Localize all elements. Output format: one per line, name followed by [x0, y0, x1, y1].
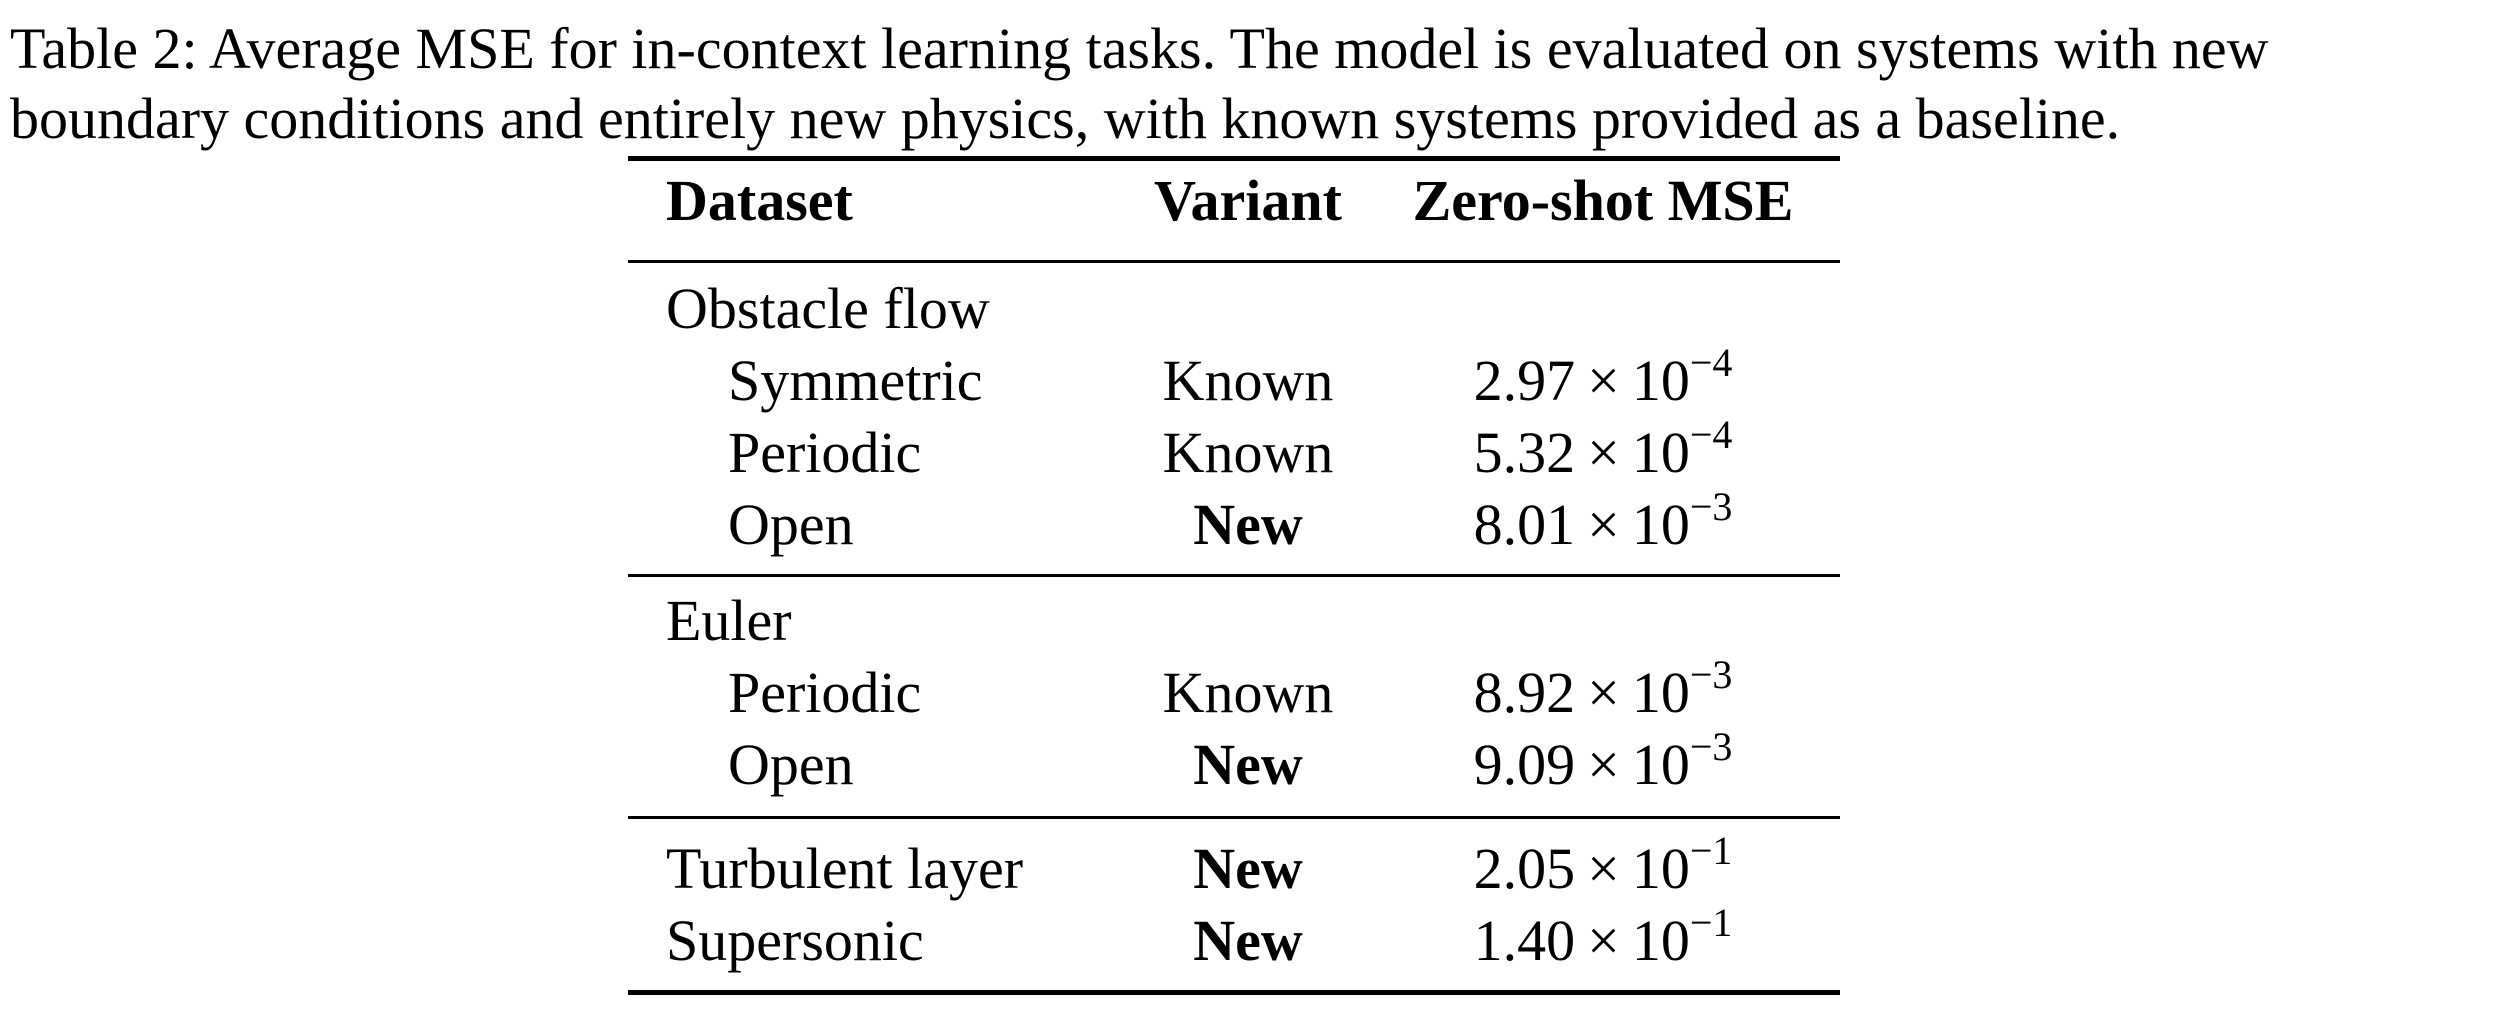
row-mse: 9.09 × 10−3 [1396, 724, 1810, 806]
bottom-rule [628, 990, 1840, 995]
row-dataset: Periodic [728, 660, 922, 725]
group-title-euler: Euler [666, 588, 792, 653]
group-rule [628, 574, 1840, 577]
mse-exponent: −4 [1689, 340, 1733, 385]
row-dataset: Periodic [728, 420, 922, 485]
group-rule [628, 816, 1840, 819]
row-dataset: Turbulent layer [666, 836, 1024, 901]
row-variant: Known [1162, 348, 1334, 413]
row-variant: New [1193, 836, 1303, 901]
row-mse: 1.40 × 10−1 [1396, 900, 1810, 982]
header-dataset: Dataset [666, 168, 853, 233]
mse-base: 10 [1631, 660, 1690, 725]
mse-base: 10 [1631, 908, 1690, 973]
row-mse: 2.97 × 10−4 [1396, 340, 1810, 422]
mse-mantissa: 8.01 [1473, 492, 1576, 557]
times-symbol: × [1587, 348, 1620, 413]
mse-mantissa: 5.32 [1473, 420, 1576, 485]
times-symbol: × [1587, 836, 1620, 901]
top-rule [628, 156, 1840, 161]
mse-base: 10 [1631, 420, 1690, 485]
times-symbol: × [1587, 420, 1620, 485]
times-symbol: × [1587, 732, 1620, 797]
mse-exponent: −4 [1689, 412, 1733, 457]
mse-base: 10 [1631, 836, 1690, 901]
row-dataset: Symmetric [728, 348, 983, 413]
row-variant: New [1193, 732, 1303, 797]
row-mse: 8.92 × 10−3 [1396, 652, 1810, 734]
mse-exponent: −3 [1689, 724, 1733, 769]
mse-exponent: −1 [1689, 828, 1733, 873]
caption-line-1: Table 2: Average MSE for in-context lear… [10, 16, 2269, 81]
mse-mantissa: 9.09 [1473, 732, 1576, 797]
header-variant: Variant [1154, 168, 1342, 233]
row-variant: Known [1162, 660, 1334, 725]
mse-mantissa: 2.05 [1473, 836, 1576, 901]
header-rule [628, 260, 1840, 263]
table-caption: Table 2: Average MSE for in-context lear… [10, 14, 2490, 154]
mse-base: 10 [1631, 492, 1690, 557]
row-dataset: Open [728, 732, 854, 797]
row-dataset: Supersonic [666, 908, 924, 973]
mse-exponent: −3 [1689, 484, 1733, 529]
mse-base: 10 [1631, 732, 1690, 797]
mse-exponent: −3 [1689, 652, 1733, 697]
times-symbol: × [1587, 492, 1620, 557]
mse-mantissa: 1.40 [1473, 908, 1576, 973]
row-mse: 2.05 × 10−1 [1396, 828, 1810, 910]
mse-mantissa: 2.97 [1473, 348, 1576, 413]
group-title-obstacle-flow: Obstacle flow [666, 276, 990, 341]
row-mse: 5.32 × 10−4 [1396, 412, 1810, 494]
header-mse: Zero-shot MSE [1412, 168, 1794, 233]
row-mse: 8.01 × 10−3 [1396, 484, 1810, 566]
row-dataset: Open [728, 492, 854, 557]
row-variant: New [1193, 492, 1303, 557]
row-variant: New [1193, 908, 1303, 973]
times-symbol: × [1587, 660, 1620, 725]
row-variant: Known [1162, 420, 1334, 485]
mse-exponent: −1 [1689, 900, 1733, 945]
mse-mantissa: 8.92 [1473, 660, 1576, 725]
caption-line-2: boundary conditions and entirely new phy… [10, 86, 2121, 151]
mse-base: 10 [1631, 348, 1690, 413]
times-symbol: × [1587, 908, 1620, 973]
